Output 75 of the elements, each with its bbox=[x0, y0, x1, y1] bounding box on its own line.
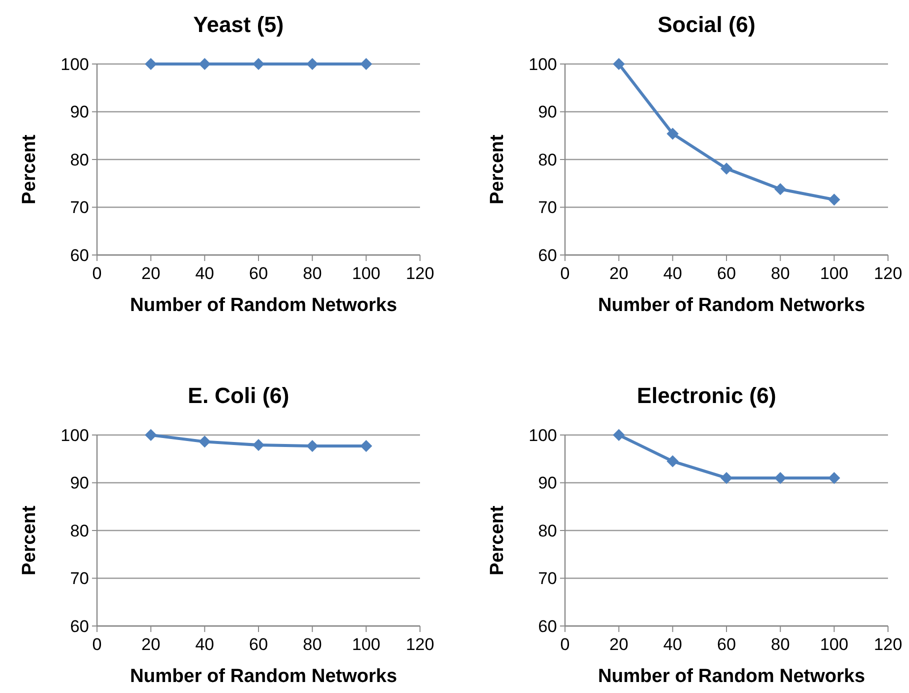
y-tick-label: 100 bbox=[528, 54, 557, 74]
point bbox=[828, 194, 840, 206]
x-tick-label: 40 bbox=[663, 264, 682, 283]
point bbox=[666, 128, 679, 140]
x-tick-label: 40 bbox=[195, 635, 214, 654]
point bbox=[360, 440, 372, 452]
x-axis-title: Number of Random Networks bbox=[598, 666, 866, 687]
y-tick-label: 70 bbox=[70, 569, 89, 588]
x-tick-label: 80 bbox=[770, 635, 790, 654]
x-tick-label: 80 bbox=[770, 264, 790, 283]
x-tick-label: 80 bbox=[302, 635, 322, 654]
x-tick-label: 0 bbox=[92, 635, 102, 654]
chart-title: E. Coli (6) bbox=[188, 383, 290, 408]
x-tick-label: 60 bbox=[717, 635, 736, 654]
x-tick-label: 40 bbox=[195, 264, 214, 283]
point bbox=[828, 472, 840, 484]
point bbox=[666, 455, 679, 468]
y-tick-label: 90 bbox=[70, 102, 89, 122]
y-tick-label: 70 bbox=[538, 198, 557, 218]
x-tick-label: 100 bbox=[352, 264, 380, 283]
y-tick-label: 80 bbox=[538, 150, 557, 170]
x-tick-label: 60 bbox=[717, 264, 736, 283]
point bbox=[144, 429, 157, 441]
y-tick-label: 70 bbox=[538, 569, 557, 588]
x-tick-label: 40 bbox=[663, 635, 682, 654]
x-tick-label: 20 bbox=[609, 264, 628, 283]
y-tick-label: 100 bbox=[60, 54, 89, 74]
point bbox=[306, 440, 318, 452]
y-tick-label: 90 bbox=[538, 474, 557, 493]
x-tick-label: 80 bbox=[302, 264, 322, 283]
x-tick-label: 120 bbox=[874, 264, 902, 283]
x-tick-label: 0 bbox=[560, 264, 570, 283]
x-tick-label: 100 bbox=[820, 635, 848, 654]
y-tick-label: 60 bbox=[538, 246, 557, 265]
chart-title: Electronic (6) bbox=[636, 383, 776, 408]
x-tick-label: 20 bbox=[141, 635, 160, 654]
y-axis-title: Percent bbox=[19, 504, 40, 576]
point bbox=[612, 429, 625, 441]
x-axis-title: Number of Random Networks bbox=[130, 666, 398, 687]
y-tick-label: 100 bbox=[528, 426, 557, 445]
x-tick-label: 20 bbox=[609, 635, 628, 654]
x-tick-label: 120 bbox=[406, 264, 434, 283]
y-tick-label: 100 bbox=[60, 426, 89, 445]
y-axis-title: Percent bbox=[487, 134, 508, 204]
y-tick-label: 90 bbox=[538, 102, 557, 122]
y-tick-label: 80 bbox=[70, 521, 89, 540]
point bbox=[720, 472, 732, 484]
point bbox=[612, 58, 625, 70]
point bbox=[774, 183, 786, 196]
y-tick-label: 90 bbox=[70, 474, 89, 493]
y-tick-label: 60 bbox=[70, 616, 89, 636]
point bbox=[720, 162, 732, 175]
y-tick-label: 70 bbox=[70, 198, 89, 218]
x-tick-label: 0 bbox=[560, 635, 570, 654]
x-tick-label: 60 bbox=[249, 264, 268, 283]
x-tick-label: 100 bbox=[820, 264, 848, 283]
x-tick-label: 60 bbox=[249, 635, 268, 654]
y-tick-label: 60 bbox=[538, 616, 557, 636]
x-tick-label: 0 bbox=[92, 264, 102, 283]
point bbox=[198, 436, 211, 448]
x-tick-label: 120 bbox=[406, 635, 434, 654]
point bbox=[252, 439, 264, 452]
x-tick-label: 120 bbox=[874, 635, 902, 654]
y-tick-label: 80 bbox=[538, 521, 557, 540]
y-tick-label: 60 bbox=[70, 246, 89, 265]
x-axis-title: Number of Random Networks bbox=[598, 295, 866, 316]
chart-title: Yeast (5) bbox=[193, 12, 284, 37]
x-tick-label: 100 bbox=[352, 635, 380, 654]
x-tick-label: 20 bbox=[141, 264, 160, 283]
y-axis-title: Percent bbox=[487, 504, 508, 576]
chart-title: Social (6) bbox=[658, 12, 756, 37]
x-axis-title: Number of Random Networks bbox=[130, 295, 398, 316]
point bbox=[774, 472, 786, 484]
y-tick-label: 80 bbox=[70, 150, 89, 170]
y-axis-title: Percent bbox=[19, 134, 40, 204]
